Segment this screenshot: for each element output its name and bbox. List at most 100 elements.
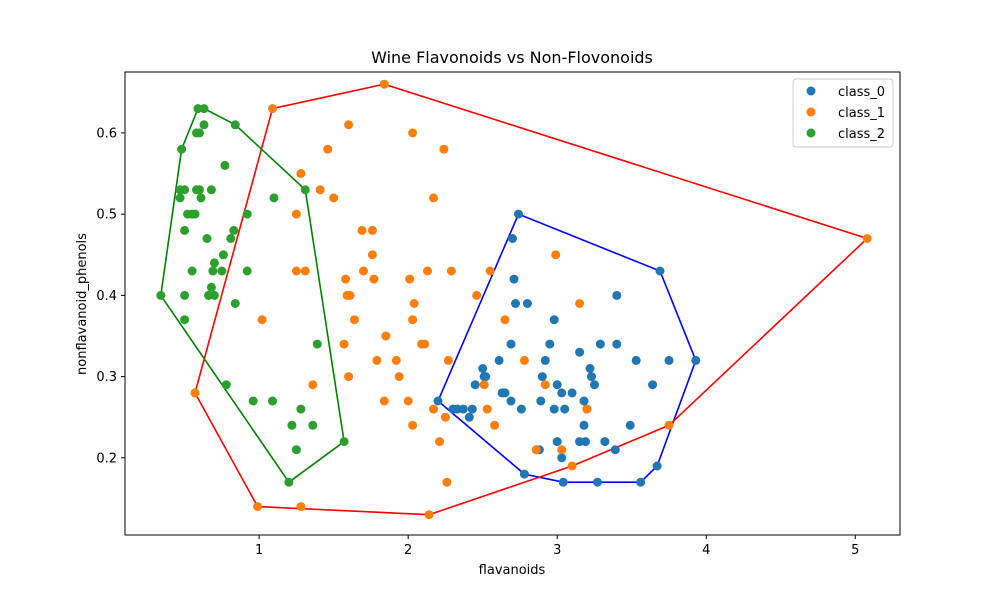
- class_0-point: [636, 477, 646, 487]
- class_1-point: [291, 266, 301, 276]
- class_1-point: [339, 339, 349, 349]
- x-tick-label: 5: [851, 543, 859, 558]
- legend-label-class_2: class_2: [838, 127, 885, 142]
- class_1-point: [372, 355, 382, 365]
- class_0-point: [587, 372, 596, 382]
- class_2-point: [291, 445, 301, 455]
- class_2-point: [229, 225, 239, 235]
- class_2-point: [202, 234, 212, 243]
- class_2-point: [296, 404, 306, 414]
- class_1-point: [367, 250, 377, 260]
- class_0-point: [590, 380, 599, 390]
- class_0-point: [509, 274, 519, 284]
- class_0-point: [545, 339, 555, 349]
- chart-title: Wine Flavonoids vs Non-Flovonoids: [371, 48, 653, 67]
- class_0-point: [467, 404, 477, 414]
- class_1-point: [440, 412, 450, 422]
- class_2-point: [230, 120, 240, 130]
- class_2-point: [180, 315, 190, 325]
- class_0-point: [522, 299, 532, 308]
- class_1-point: [557, 445, 567, 455]
- class_1-point: [420, 339, 430, 349]
- class_1-point: [329, 193, 339, 203]
- class_0-point: [612, 290, 622, 300]
- class_0-point: [610, 445, 620, 455]
- class_0-point: [494, 355, 504, 365]
- class_1-point: [253, 502, 263, 512]
- class_0-point: [612, 339, 622, 349]
- legend: class_0 class_1 class_2: [792, 78, 894, 148]
- class_2-point: [284, 477, 294, 487]
- class_2-point: [230, 299, 240, 308]
- class_2-point: [208, 266, 218, 276]
- class_1-point: [442, 477, 452, 487]
- class_0-point: [664, 355, 674, 365]
- class_0-point: [593, 477, 602, 487]
- x-tick-label: 4: [702, 543, 710, 558]
- class_0-point: [655, 266, 665, 276]
- class_2-point: [199, 120, 209, 130]
- y-tick-label: 0.2: [96, 451, 117, 466]
- class_0-point: [433, 396, 443, 406]
- class_1-point: [446, 266, 456, 276]
- class_1-point: [341, 274, 351, 284]
- class_2-point: [226, 234, 236, 243]
- class_2-point: [242, 266, 252, 276]
- class_0-point: [470, 380, 480, 390]
- class_0-point: [549, 404, 559, 414]
- x-tick-label: 1: [255, 543, 263, 558]
- class_0-point: [506, 396, 516, 406]
- class_0-point: [549, 315, 559, 325]
- class_1-point: [367, 225, 377, 235]
- class_2-point: [196, 193, 206, 203]
- class_2-point: [287, 420, 297, 430]
- class_0-point: [500, 388, 510, 398]
- class_1-point: [405, 274, 415, 284]
- class_0-point: [595, 339, 605, 349]
- class_0-point: [581, 437, 590, 447]
- class_2-point: [220, 160, 230, 170]
- class_0-point: [552, 380, 562, 390]
- class_1-point: [350, 315, 359, 325]
- class_1-point: [379, 79, 389, 89]
- class_2-point: [195, 185, 204, 195]
- x-axis-ticks: 1 2 3 4 5: [255, 535, 859, 558]
- class_2-point: [268, 396, 277, 406]
- legend-marker-class_0: [806, 86, 816, 96]
- class_1-point: [403, 396, 413, 406]
- class_1-point: [482, 404, 492, 414]
- class_1-point: [435, 437, 444, 447]
- class_1-point: [479, 380, 489, 390]
- class_1-point: [429, 404, 438, 414]
- class_0-point: [540, 355, 550, 365]
- class_1-point: [582, 404, 592, 414]
- x-tick-label: 3: [553, 543, 561, 558]
- class_1-point: [308, 380, 318, 390]
- class_2-point: [221, 380, 231, 390]
- class_2-point: [339, 437, 349, 447]
- class_1-point: [369, 274, 379, 284]
- data-points: [156, 79, 872, 520]
- class_1-point: [664, 420, 674, 430]
- class_0-point: [508, 234, 517, 243]
- class_1-point: [443, 355, 453, 365]
- class_1-point: [540, 380, 550, 390]
- class_1-point: [291, 209, 301, 219]
- class_2-point: [190, 209, 200, 219]
- class_1-point: [344, 372, 354, 382]
- y-tick-label: 0.4: [96, 289, 117, 304]
- class_1-point: [344, 120, 354, 130]
- class_1-point: [300, 266, 310, 276]
- legend-marker-class_1: [806, 107, 816, 117]
- class_1-point: [490, 420, 500, 430]
- class_1-point: [575, 299, 585, 308]
- class_1-point: [394, 372, 404, 382]
- class_0-point: [558, 477, 568, 487]
- class_1-point: [257, 315, 267, 325]
- class_2-point: [206, 185, 216, 195]
- class_0-point: [516, 404, 526, 414]
- class_0-point: [579, 420, 589, 430]
- class_0-point: [557, 388, 567, 398]
- plot-area-frame: [124, 71, 901, 536]
- y-tick-label: 0.5: [96, 208, 117, 223]
